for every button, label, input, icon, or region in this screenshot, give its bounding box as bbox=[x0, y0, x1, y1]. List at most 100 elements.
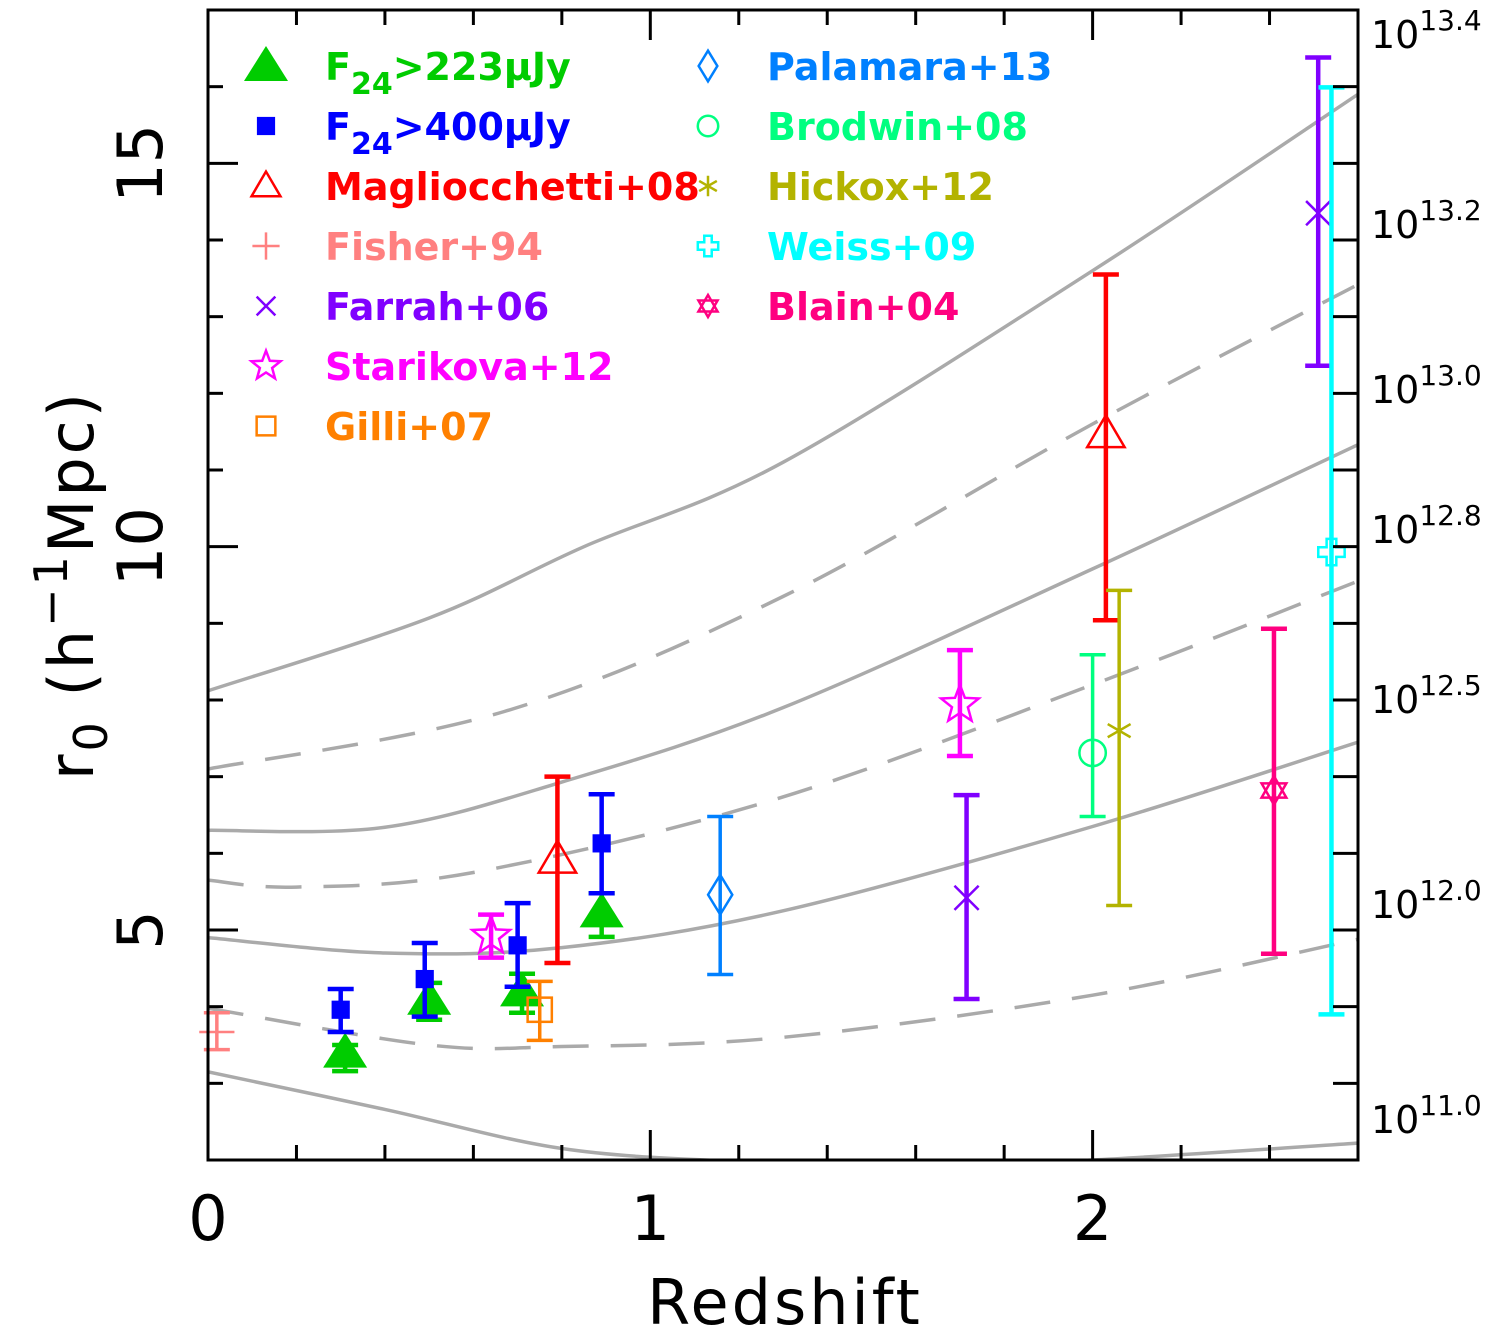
square-marker bbox=[415, 969, 434, 989]
triangle-marker bbox=[579, 892, 624, 928]
hexagram-marker bbox=[1259, 782, 1289, 808]
cross-marker bbox=[1305, 200, 1332, 227]
series-f24-400-jy bbox=[327, 792, 615, 1035]
error-bar bbox=[707, 814, 734, 977]
error-bar bbox=[1106, 588, 1133, 908]
diamond-marker bbox=[697, 48, 719, 84]
triangle-marker bbox=[407, 979, 452, 1015]
series-fisher-94 bbox=[199, 1011, 235, 1052]
triangle-marker bbox=[244, 46, 288, 81]
legend-item: Farrah+06 bbox=[255, 285, 549, 329]
error-bar bbox=[946, 647, 973, 759]
y-axis-label: r0 (h−1Mpc) bbox=[24, 390, 118, 780]
circle-marker bbox=[696, 114, 720, 138]
legend-label: Blain+04 bbox=[767, 285, 959, 329]
model-curve-solid bbox=[208, 443, 1358, 834]
y-tick-label: 15 bbox=[104, 124, 177, 203]
model-curve-dashed bbox=[208, 937, 1358, 1051]
asterisk-marker bbox=[698, 175, 718, 197]
axis-ticks: 0 1 2 5 10 15 1013.4 1013.2 1013.0 1012.8 1012.5 10… bbox=[104, 4, 1482, 1255]
series-starikova-12 bbox=[468, 647, 983, 960]
greek-cross-marker bbox=[696, 234, 720, 258]
legend-label: F24>223μJy bbox=[325, 45, 571, 102]
x-tick-label: 1 bbox=[631, 1182, 670, 1255]
x-tick-label: 2 bbox=[1073, 1182, 1112, 1255]
star-marker bbox=[248, 347, 284, 382]
legend-label: Magliocchetti+08 bbox=[325, 165, 700, 209]
legend-label: Palamara+13 bbox=[767, 45, 1052, 89]
square-marker bbox=[508, 936, 527, 955]
legend-label: Brodwin+08 bbox=[767, 105, 1028, 149]
model-curve-dashed bbox=[208, 579, 1358, 889]
y-tick-label: 5 bbox=[104, 910, 177, 949]
legend-item: Starikova+12 bbox=[248, 345, 613, 389]
series-weiss-09 bbox=[1317, 85, 1346, 1017]
right-axis-label: 1013.4 bbox=[1371, 4, 1482, 57]
legend-label: Starikova+12 bbox=[325, 345, 613, 389]
right-axis-label: 1013.2 bbox=[1371, 194, 1482, 247]
legend-item: Blain+04 bbox=[696, 285, 959, 329]
plot-frame bbox=[206, 8, 1360, 1162]
legend-item: Fisher+94 bbox=[252, 225, 543, 269]
error-bar bbox=[1318, 85, 1345, 1017]
series-farrah-06 bbox=[953, 55, 1332, 1002]
cross-marker bbox=[953, 884, 980, 911]
open-square-marker bbox=[526, 996, 554, 1024]
plus-marker bbox=[199, 1014, 235, 1050]
series-hickox-12 bbox=[1106, 588, 1133, 908]
series-f24-223-jy bbox=[323, 890, 624, 1074]
open-square-marker bbox=[255, 415, 277, 437]
star-marker bbox=[937, 681, 983, 724]
right-axis-label: 1012.5 bbox=[1371, 669, 1482, 722]
legend-label: Fisher+94 bbox=[325, 225, 543, 269]
circle-marker bbox=[1078, 738, 1108, 768]
legend-label: F24>400μJy bbox=[325, 105, 571, 162]
legend-item: Weiss+09 bbox=[696, 225, 976, 269]
model-curve-solid bbox=[208, 740, 1358, 956]
asterisk-marker bbox=[1107, 717, 1132, 744]
hexagram-marker bbox=[1259, 773, 1289, 799]
hexagram-marker bbox=[696, 299, 720, 320]
legend-label: Weiss+09 bbox=[767, 225, 976, 269]
open-triangle-marker bbox=[249, 169, 283, 198]
triangle-marker bbox=[323, 1032, 368, 1068]
legend-item: F24>400μJy bbox=[256, 105, 571, 162]
open-triangle-marker bbox=[1085, 412, 1127, 449]
x-axis-label: Redshift bbox=[647, 1266, 923, 1329]
legend-item: Brodwin+08 bbox=[696, 105, 1028, 149]
cross-marker bbox=[255, 295, 277, 317]
legend-item: F24>223μJy bbox=[244, 45, 571, 102]
right-axis-label: 1011.0 bbox=[1371, 1089, 1482, 1142]
legend-label: Hickox+12 bbox=[767, 165, 994, 209]
model-curve-dashed bbox=[208, 282, 1358, 771]
x-tick-label: 0 bbox=[188, 1182, 227, 1255]
square-marker bbox=[256, 116, 276, 136]
open-triangle-marker bbox=[536, 838, 579, 874]
square-marker bbox=[331, 1000, 350, 1019]
error-bar bbox=[544, 774, 571, 966]
legend-item: Magliocchetti+08 bbox=[249, 165, 700, 209]
legend-item: Palamara+13 bbox=[697, 45, 1052, 89]
error-bar bbox=[1079, 653, 1106, 819]
series-brodwin-08 bbox=[1078, 653, 1108, 819]
diamond-marker bbox=[706, 872, 734, 917]
right-axis-label: 1013.0 bbox=[1371, 359, 1482, 412]
star-marker bbox=[468, 912, 514, 956]
series-blain-04 bbox=[1259, 626, 1289, 957]
series-magliocchetti-08 bbox=[536, 272, 1127, 966]
legend-item: Hickox+12 bbox=[698, 165, 994, 209]
error-bar bbox=[1260, 626, 1287, 957]
y-tick-label: 10 bbox=[104, 507, 177, 586]
square-marker bbox=[592, 834, 611, 853]
series-gilli-07 bbox=[526, 979, 554, 1043]
series-palamara-13 bbox=[706, 814, 734, 977]
right-axis-label: 1012.8 bbox=[1371, 499, 1482, 552]
hexagram-marker bbox=[696, 292, 720, 313]
model-curve-solid bbox=[208, 1070, 1358, 1160]
plus-marker bbox=[252, 232, 280, 260]
error-bar bbox=[526, 979, 553, 1043]
model-curve-solid bbox=[208, 92, 1358, 693]
right-axis-label: 1012.0 bbox=[1371, 874, 1482, 927]
